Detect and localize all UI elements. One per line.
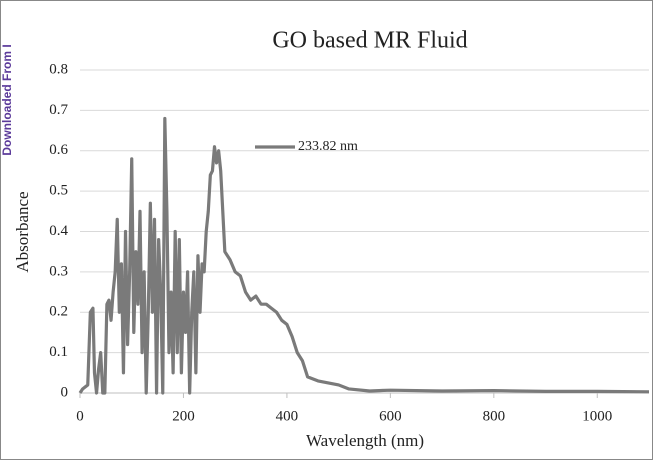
x-tick-label: 400 <box>276 408 299 424</box>
x-tick-label: 200 <box>172 408 195 424</box>
y-tick-label: 0.7 <box>49 102 68 118</box>
chart-title: GO based MR Fluid <box>272 28 467 54</box>
y-tick-label: 0 <box>61 384 69 400</box>
y-tick-label: 0.5 <box>49 183 68 199</box>
x-tick-label: 0 <box>76 408 84 424</box>
y-tick-label: 0.3 <box>49 263 68 279</box>
legend-label: 233.82 nm <box>298 139 358 154</box>
data-line <box>78 116 650 395</box>
side-note: Downloaded From I <box>0 44 14 155</box>
y-tick-label: 0.1 <box>49 344 68 360</box>
y-tick-label: 0.2 <box>49 304 68 320</box>
y-tick-label: 0.4 <box>49 223 68 239</box>
y-tick-label: 0.8 <box>49 61 68 77</box>
x-axis-label: Wavelength (nm) <box>306 431 424 450</box>
y-tick-label: 0.6 <box>49 142 68 158</box>
x-tick-label: 600 <box>379 408 402 424</box>
x-tick-label: 800 <box>483 408 506 424</box>
x-tick-label: 1000 <box>582 408 612 424</box>
y-axis-label: Absorbance <box>13 191 32 272</box>
